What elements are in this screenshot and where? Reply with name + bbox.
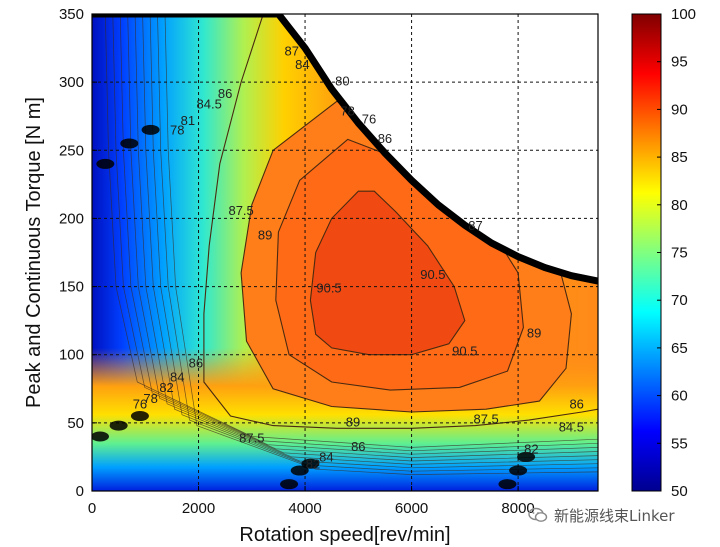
x-tick-label-0: 0: [88, 500, 96, 517]
x-tick-label-3: 6000: [395, 500, 428, 517]
wechat-icon: [528, 507, 548, 522]
label-cluster-2: [141, 124, 160, 135]
x-tick-label-2: 4000: [288, 500, 321, 517]
contour-label-8: 81: [181, 113, 195, 128]
peak-torque-curve: [92, 14, 598, 285]
contour-label-13: 90.5: [316, 281, 341, 296]
contour-label-28: 84: [319, 450, 333, 465]
colorbar-tick-label-1: 55: [671, 435, 688, 452]
x-tick-label-4: 8000: [501, 500, 534, 517]
contour-label-19: 82: [159, 380, 173, 395]
contour-line-low-4: [134, 14, 598, 462]
contour-label-4: 76: [362, 112, 376, 127]
contour-label-30: 82: [524, 442, 538, 457]
contour-label-2: 80: [335, 74, 349, 89]
contour-label-20: 78: [143, 391, 157, 406]
contour-label-23: 87.5: [473, 412, 498, 427]
contour-label-29: 82: [306, 457, 320, 472]
contour-label-27: 86: [351, 439, 365, 454]
y-tick-label-2: 100: [59, 347, 84, 364]
label-cluster-1: [120, 138, 139, 149]
label-cluster-8: [301, 458, 320, 469]
label-cluster-6: [280, 479, 299, 490]
y-tick-label-0: 0: [76, 483, 84, 500]
colorbar-tick-label-4: 70: [671, 292, 688, 309]
contour-label-5: 86: [378, 131, 392, 146]
x-axis-label: Rotation speed[rev/min]: [239, 524, 450, 546]
contour-label-18: 84: [170, 369, 184, 384]
label-cluster-4: [109, 420, 128, 431]
label-cluster-9: [498, 479, 517, 490]
contour-label-7: 84.5: [197, 97, 222, 112]
plot-frame: [91, 13, 599, 492]
y-tick-label-7: 350: [59, 6, 84, 23]
contour-fill-90-5: [310, 191, 465, 355]
contour-label-6: 86: [218, 86, 232, 101]
colorbar-tick-label-8: 90: [671, 101, 688, 118]
y-tick-label-3: 150: [59, 279, 84, 296]
contour-label-25: 86: [569, 397, 583, 412]
label-cluster-11: [517, 451, 536, 462]
label-cluster-5: [130, 411, 149, 422]
label-cluster-10: [509, 465, 528, 476]
colorbar-tick-label-10: 100: [671, 6, 696, 23]
contour-label-17: 86: [189, 356, 203, 371]
contour-label-11: 89: [258, 228, 272, 243]
x-tick-label-1: 2000: [182, 500, 215, 517]
y-tick-label-6: 300: [59, 74, 84, 91]
y-tick-label-1: 50: [67, 415, 84, 432]
contour-label-14: 90.5: [420, 267, 445, 282]
colorbar-tick-label-7: 85: [671, 149, 688, 166]
y-tick-label-5: 250: [59, 142, 84, 159]
contour-label-24: 87.5: [239, 431, 264, 446]
contour-label-9: 78: [170, 123, 184, 138]
contour-label-15: 89: [527, 326, 541, 341]
colorbar: [631, 13, 662, 492]
y-tick-label-4: 200: [59, 210, 84, 227]
contour-label-10: 87.5: [228, 203, 253, 218]
contour-label-22: 89: [346, 414, 360, 429]
label-cluster-3: [92, 431, 109, 442]
contour-label-16: 90.5: [452, 343, 477, 358]
colorbar-tick-label-0: 50: [671, 483, 688, 500]
label-cluster-7: [290, 465, 309, 476]
watermark: 新能源线束Linker: [528, 503, 718, 527]
colorbar-tick-label-9: 95: [671, 54, 688, 71]
colorbar-tick-label-2: 60: [671, 388, 688, 405]
contour-label-26: 84.5: [559, 420, 584, 435]
label-cluster-0: [96, 158, 115, 169]
y-axis-label: Peak and Continuous Torque [N m]: [23, 97, 45, 408]
colorbar-tick-label-6: 80: [671, 197, 688, 214]
colorbar-tick-label-3: 65: [671, 340, 688, 357]
contour-label-21: 76: [133, 397, 147, 412]
contour-label-3: 78: [340, 104, 354, 119]
colorbar-tick-label-5: 75: [671, 245, 688, 262]
outside-envelope: [92, 14, 598, 282]
contour-label-0: 87: [285, 44, 299, 59]
contour-label-1: 84: [295, 57, 309, 72]
watermark-text: 新能源线束Linker: [554, 506, 675, 525]
contour-line-low-8: [164, 14, 598, 475]
contour-line-87: [203, 16, 598, 429]
contour-label-12: 87: [468, 218, 482, 233]
